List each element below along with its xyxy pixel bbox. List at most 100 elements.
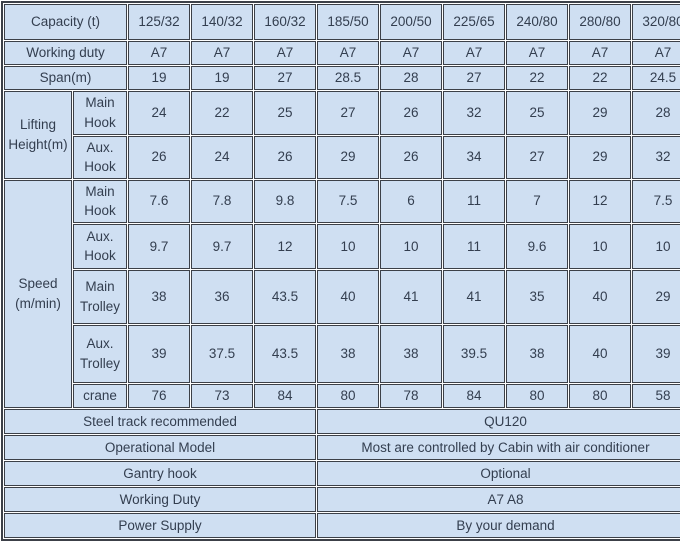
speed-crane-cell: 73 <box>191 383 253 408</box>
lifting-main-hook-cell: 32 <box>443 90 505 135</box>
operational-model-label: Operational Model <box>4 434 316 460</box>
speed-main-trolley-cell: 40 <box>317 269 379 324</box>
gantry-hook-label: Gantry hook <box>4 460 316 486</box>
gantry-hook-value: Optional <box>317 460 680 486</box>
speed-main-hook-cell: 7 <box>506 179 568 223</box>
speed-aux-hook-cell: 10 <box>632 223 680 269</box>
speed-aux-hook-cell: 10 <box>380 223 442 269</box>
speed-aux-trolley-cell: 39 <box>128 324 190 383</box>
speed-aux-trolley-cell: 40 <box>569 324 631 383</box>
speed-main-trolley-cell: 38 <box>128 269 190 324</box>
lifting-main-hook-cell: 22 <box>191 90 253 135</box>
capacity-cell: 280/80 <box>569 4 631 40</box>
speed-aux-trolley-cell: 37.5 <box>191 324 253 383</box>
steel-track-value: QU120 <box>317 408 680 434</box>
speed-aux-hook-row: Aux. Hook 9.7 9.7 12 10 10 11 9.6 10 10 <box>4 223 680 269</box>
speed-aux-hook-cell: 12 <box>254 223 316 269</box>
speed-main-trolley-cell: 41 <box>443 269 505 324</box>
power-supply-value: By your demand <box>317 512 680 538</box>
speed-crane-cell: 84 <box>443 383 505 408</box>
span-cell: 27 <box>443 66 505 90</box>
speed-aux-trolley-cell: 43.5 <box>254 324 316 383</box>
span-label: Span(m) <box>4 66 127 90</box>
span-cell: 22 <box>569 66 631 90</box>
lifting-main-hook-row: Lifting Height(m) Main Hook 24 22 25 27 … <box>4 90 680 179</box>
speed-aux-trolley-cell: 38 <box>380 324 442 383</box>
speed-main-hook-cell: 7.5 <box>317 179 379 223</box>
span-cell: 19 <box>191 66 253 90</box>
speed-main-trolley-cell: 36 <box>191 269 253 324</box>
speed-main-hook-cell: 7.5 <box>632 179 680 223</box>
working-duty-cell: A7 <box>317 41 379 65</box>
operational-model-value: Most are controlled by Cabin with air co… <box>317 434 680 460</box>
speed-aux-hook-cell: 9.6 <box>506 223 568 269</box>
speed-aux-trolley-label: Aux. Trolley <box>73 324 127 383</box>
capacity-cell: 185/50 <box>317 4 379 40</box>
working-duty-cell: A7 <box>632 41 680 65</box>
power-supply-row: Power Supply By your demand <box>4 512 680 538</box>
speed-crane-cell: 80 <box>506 383 568 408</box>
speed-aux-hook-cell: 9.7 <box>191 223 253 269</box>
speed-aux-hook-cell: 10 <box>569 223 631 269</box>
speed-crane-cell: 76 <box>128 383 190 408</box>
speed-crane-row: crane 76 73 84 80 78 84 80 80 58 <box>4 383 680 408</box>
span-cell: 28 <box>380 66 442 90</box>
speed-main-trolley-cell: 41 <box>380 269 442 324</box>
working-duty-cell: A7 <box>191 41 253 65</box>
speed-main-hook-cell: 6 <box>380 179 442 223</box>
working-duty-cell: A7 <box>569 41 631 65</box>
lifting-aux-hook-cell: 29 <box>569 135 631 179</box>
working-duty-footer-label: Working Duty <box>4 486 316 512</box>
span-cell: 27 <box>254 66 316 90</box>
speed-crane-cell: 80 <box>317 383 379 408</box>
working-duty-cell: A7 <box>254 41 316 65</box>
lifting-main-hook-cell: 24 <box>128 90 190 135</box>
lifting-main-hook-cell: 25 <box>254 90 316 135</box>
lifting-main-hook-cell: 28 <box>632 90 680 135</box>
lifting-aux-hook-label: Aux. Hook <box>73 135 127 179</box>
speed-main-hook-cell: 12 <box>569 179 631 223</box>
speed-crane-cell: 58 <box>632 383 680 408</box>
lifting-main-hook-label: Main Hook <box>73 90 127 135</box>
capacity-header-label: Capacity (t) <box>4 4 127 40</box>
lifting-aux-hook-row: Aux. Hook 26 24 26 29 26 34 27 29 32 <box>4 135 680 179</box>
speed-aux-hook-cell: 11 <box>443 223 505 269</box>
speed-main-trolley-cell: 40 <box>569 269 631 324</box>
speed-aux-trolley-row: Aux. Trolley 39 37.5 43.5 38 38 39.5 38 … <box>4 324 680 383</box>
working-duty-cell: A7 <box>443 41 505 65</box>
speed-aux-hook-cell: 10 <box>317 223 379 269</box>
span-row: Span(m) 19 19 27 28.5 28 27 22 22 24.5 <box>4 66 680 90</box>
span-cell: 28.5 <box>317 66 379 90</box>
capacity-cell: 240/80 <box>506 4 568 40</box>
lifting-aux-hook-cell: 34 <box>443 135 505 179</box>
lifting-height-label: Lifting Height(m) <box>4 90 72 179</box>
capacity-cell: 125/32 <box>128 4 190 40</box>
lifting-aux-hook-cell: 24 <box>191 135 253 179</box>
speed-label: Speed (m/min) <box>4 179 72 408</box>
working-duty-cell: A7 <box>128 41 190 65</box>
span-cell: 22 <box>506 66 568 90</box>
gantry-hook-row: Gantry hook Optional <box>4 460 680 486</box>
lifting-main-hook-cell: 26 <box>380 90 442 135</box>
span-cell: 19 <box>128 66 190 90</box>
power-supply-label: Power Supply <box>4 512 316 538</box>
working-duty-footer-row: Working Duty A7 A8 <box>4 486 680 512</box>
lifting-aux-hook-cell: 27 <box>506 135 568 179</box>
speed-main-hook-cell: 7.6 <box>128 179 190 223</box>
capacity-cell: 160/32 <box>254 4 316 40</box>
lifting-aux-hook-cell: 26 <box>254 135 316 179</box>
steel-track-label: Steel track recommended <box>4 408 316 434</box>
speed-aux-trolley-cell: 38 <box>506 324 568 383</box>
speed-main-hook-row: Speed (m/min) Main Hook 7.6 7.8 9.8 7.5 … <box>4 179 680 408</box>
working-duty-cell: A7 <box>506 41 568 65</box>
speed-main-trolley-cell: 43.5 <box>254 269 316 324</box>
speed-aux-trolley-cell: 38 <box>317 324 379 383</box>
span-cell: 24.5 <box>632 66 680 90</box>
lifting-main-hook-cell: 25 <box>506 90 568 135</box>
capacity-row: Capacity (t) 125/32 140/32 160/32 185/50… <box>4 4 680 40</box>
lifting-aux-hook-cell: 29 <box>317 135 379 179</box>
operational-model-row: Operational Model Most are controlled by… <box>4 434 680 460</box>
speed-aux-hook-label: Aux. Hook <box>73 223 127 269</box>
speed-crane-cell: 84 <box>254 383 316 408</box>
working-duty-row: Working duty A7 A7 A7 A7 A7 A7 A7 A7 A7 <box>4 41 680 65</box>
